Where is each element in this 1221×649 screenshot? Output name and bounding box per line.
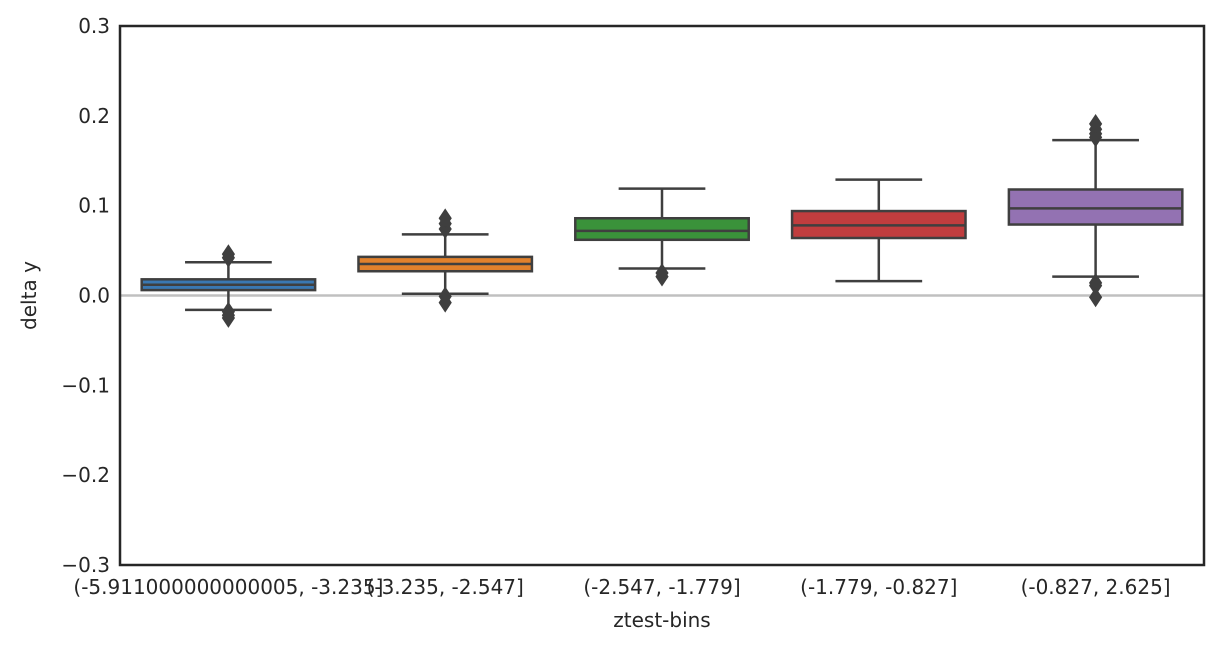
y-tick-label: 0.2 — [78, 104, 110, 128]
x-tick-label: (-0.827, 2.625] — [1021, 575, 1171, 599]
y-axis-label: delta y — [17, 261, 41, 330]
outlier-point — [1088, 287, 1103, 308]
box-group-4 — [790, 178, 967, 283]
outlier-point — [655, 266, 669, 287]
x-tick-label: (-3.235, -2.547] — [367, 575, 524, 599]
y-tick-label: −0.3 — [61, 553, 110, 577]
box-group-5 — [1007, 114, 1184, 308]
y-tick-label: −0.2 — [61, 463, 110, 487]
box-group-1 — [140, 244, 317, 328]
x-tick-label: (-1.779, -0.827] — [800, 575, 957, 599]
y-tick-label: 0.3 — [78, 14, 110, 38]
y-tick-label: 0.0 — [78, 284, 110, 308]
x-tick-label: (-5.911000000000005, -3.235] — [73, 575, 383, 599]
x-tick-label: (-2.547, -1.779] — [583, 575, 740, 599]
y-tick-label: −0.1 — [61, 373, 110, 397]
x-axis-label: ztest-bins — [613, 608, 710, 632]
outlier-point — [438, 292, 452, 313]
outlier-point — [438, 208, 452, 229]
outlier-point — [1088, 114, 1103, 134]
outlier-point — [221, 244, 236, 265]
y-tick-label: 0.1 — [78, 194, 110, 218]
box-group-2 — [357, 208, 534, 313]
outlier-point — [221, 308, 236, 328]
plot-frame — [118, 24, 1206, 567]
box-body — [1007, 188, 1184, 226]
box-body — [574, 216, 750, 242]
box-group-3 — [574, 187, 750, 287]
